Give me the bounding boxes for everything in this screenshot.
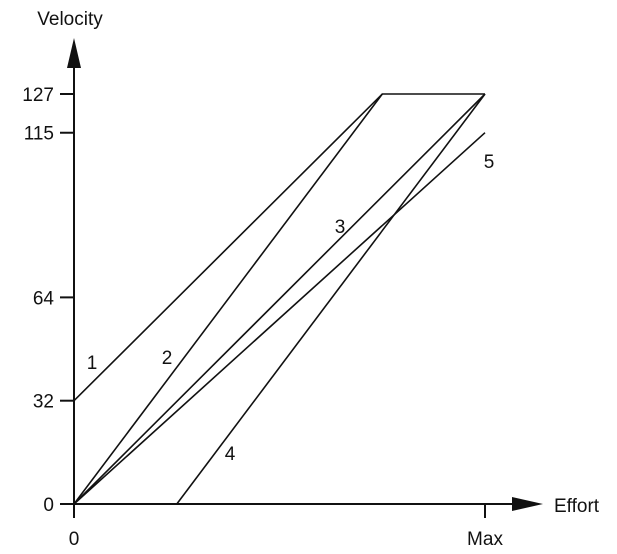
x-axis-arrow (512, 497, 543, 511)
curve-5-line (73, 132, 486, 505)
y-tick-label-0: 0 (43, 495, 54, 516)
axes (60, 38, 543, 518)
x-tick-label-Max: Max (467, 529, 503, 550)
y-tick-label-127: 127 (22, 85, 54, 106)
y-tick-label-32: 32 (33, 392, 54, 413)
curve-5-label: 5 (484, 152, 495, 173)
y-axis-arrow (67, 38, 81, 68)
curve-3-label: 3 (335, 217, 346, 238)
curve-4-line (176, 93, 486, 505)
curve-2-line (73, 93, 383, 505)
series-layer (73, 93, 486, 505)
x-axis-title: Effort (554, 496, 600, 517)
curve-3-line (73, 93, 486, 505)
y-axis-title: Velocity (37, 9, 103, 30)
curve-1-line (73, 93, 485, 402)
x-tick-label-0: 0 (69, 529, 80, 550)
labels-layer: Velocity Effort 0 32 64 115 127 0 Max 1 2 3 4 5 (22, 9, 599, 550)
curve-4-label: 4 (225, 444, 236, 465)
y-tick-label-64: 64 (33, 288, 55, 309)
curve-2-label: 2 (162, 348, 173, 369)
y-tick-label-115: 115 (24, 124, 54, 145)
curve-1-label: 1 (87, 353, 98, 374)
